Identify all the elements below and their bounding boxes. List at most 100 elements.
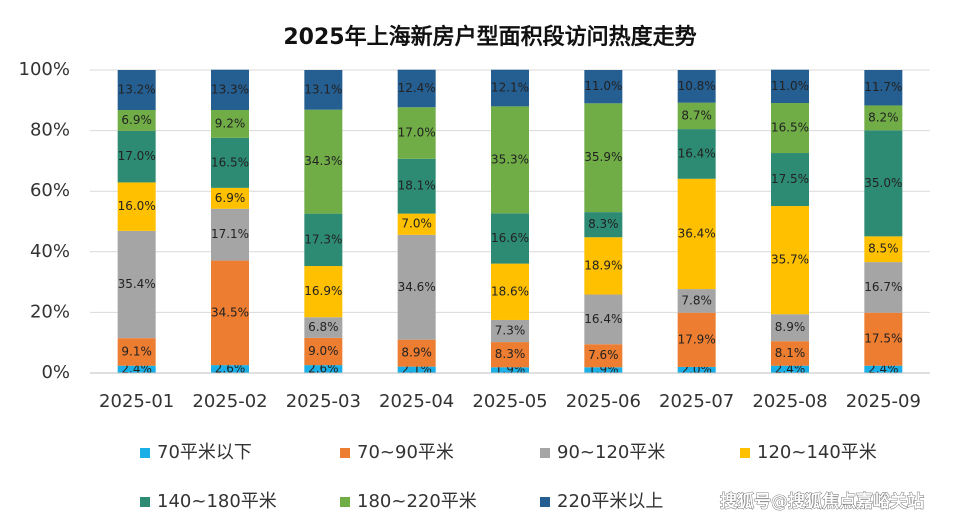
legend-label: 180~220平米	[357, 491, 477, 512]
bar-segment	[397, 107, 436, 159]
data-label: 8.9%	[775, 320, 806, 334]
bar-segment	[771, 365, 809, 373]
bar-segment	[584, 212, 623, 238]
x-tick-label: 2025-06	[566, 391, 641, 412]
x-tick-label: 2025-05	[472, 391, 547, 412]
bar-segment	[677, 178, 716, 290]
bar-segment	[864, 236, 903, 263]
data-label: 35.4%	[118, 277, 156, 291]
bar-segment	[211, 187, 249, 209]
data-label: 16.4%	[678, 146, 716, 160]
bar-segment	[771, 153, 809, 207]
bar-segment	[211, 208, 249, 261]
data-label: 17.1%	[211, 227, 249, 241]
bar-segment	[304, 213, 343, 267]
bar-segment	[864, 262, 903, 313]
legend-marker	[140, 448, 150, 458]
y-tick-label: 0%	[41, 362, 70, 383]
x-tick-label: 2025-09	[846, 391, 921, 412]
legend-label: 70~90平米	[357, 442, 454, 463]
bar-segment	[771, 341, 809, 366]
data-label: 13.3%	[211, 82, 249, 96]
bar-segment	[117, 130, 156, 183]
data-label: 7.8%	[681, 293, 712, 307]
y-tick-label: 20%	[30, 301, 70, 322]
bar-segment	[677, 129, 716, 179]
legend-label: 70平米以下	[157, 442, 252, 463]
legend-marker	[340, 448, 350, 458]
data-label: 35.3%	[491, 152, 529, 166]
x-tick-label: 2025-02	[192, 391, 267, 412]
data-label: 9.2%	[215, 116, 246, 130]
data-label: 13.2%	[118, 82, 156, 96]
legend-marker	[140, 497, 150, 507]
bar-segment	[677, 70, 716, 103]
bar-segment	[211, 365, 249, 373]
data-label: 10.8%	[678, 79, 716, 93]
data-label: 16.7%	[864, 280, 902, 294]
data-label: 16.9%	[304, 284, 342, 298]
legend-marker	[540, 497, 550, 507]
data-label: 16.5%	[771, 121, 809, 135]
bar-segment	[304, 317, 343, 338]
data-label: 8.5%	[868, 242, 899, 256]
y-tick-label: 60%	[30, 180, 70, 201]
bar-segment	[771, 314, 809, 342]
data-label: 8.3%	[588, 217, 619, 231]
bar-segment	[491, 367, 529, 373]
bar-segment	[117, 182, 156, 231]
bar-segment	[397, 339, 436, 367]
data-label: 11.0%	[771, 79, 809, 93]
legend-label: 140~180平米	[157, 491, 277, 512]
bar-segment	[304, 109, 343, 214]
data-label: 9.0%	[308, 344, 339, 358]
data-label: 6.9%	[121, 113, 152, 127]
legend-label: 220平米以上	[557, 491, 663, 512]
bar-segment	[491, 263, 529, 320]
data-label: 16.4%	[584, 312, 622, 326]
data-label: 8.1%	[775, 346, 806, 360]
bar-segment	[677, 366, 716, 373]
x-tick-label: 2025-07	[659, 391, 734, 412]
data-label: 8.9%	[401, 346, 432, 360]
data-label: 35.7%	[771, 253, 809, 267]
x-tick-label: 2025-03	[286, 391, 361, 412]
bar-segment	[397, 158, 436, 214]
data-label: 16.6%	[491, 231, 529, 245]
data-label: 6.8%	[308, 320, 339, 334]
bar-segment	[304, 365, 343, 373]
bar-segment	[117, 338, 156, 366]
data-label: 16.0%	[118, 199, 156, 213]
data-label: 17.5%	[864, 332, 902, 346]
data-label: 18.1%	[398, 179, 436, 193]
bar-segment	[491, 213, 529, 264]
legend-marker	[340, 497, 350, 507]
bar-segment	[584, 367, 623, 373]
bar-segment	[304, 266, 343, 318]
bar-segment	[211, 260, 249, 366]
data-label: 36.4%	[678, 226, 716, 240]
data-label: 8.3%	[495, 347, 526, 361]
bar-segment	[864, 105, 903, 131]
bar-segment	[771, 69, 809, 104]
legend-marker	[540, 448, 550, 458]
bar-segment	[677, 102, 716, 130]
bar-segment	[491, 342, 529, 368]
data-label: 6.9%	[215, 191, 246, 205]
bar-segment	[771, 206, 809, 315]
bar-segment	[211, 109, 249, 138]
bar-segment	[864, 365, 903, 373]
bar-segment	[211, 137, 249, 188]
x-tick-label: 2025-01	[99, 391, 174, 412]
bar-segment	[304, 337, 343, 366]
data-label: 17.3%	[304, 232, 342, 246]
bar-segment	[397, 213, 436, 235]
data-label: 11.7%	[864, 80, 902, 94]
data-label: 17.9%	[678, 332, 716, 346]
data-label: 9.1%	[121, 344, 152, 358]
bar-segment	[584, 237, 623, 295]
y-tick-label: 100%	[19, 59, 70, 80]
data-label: 17.0%	[398, 126, 436, 140]
data-label: 18.6%	[491, 284, 529, 298]
